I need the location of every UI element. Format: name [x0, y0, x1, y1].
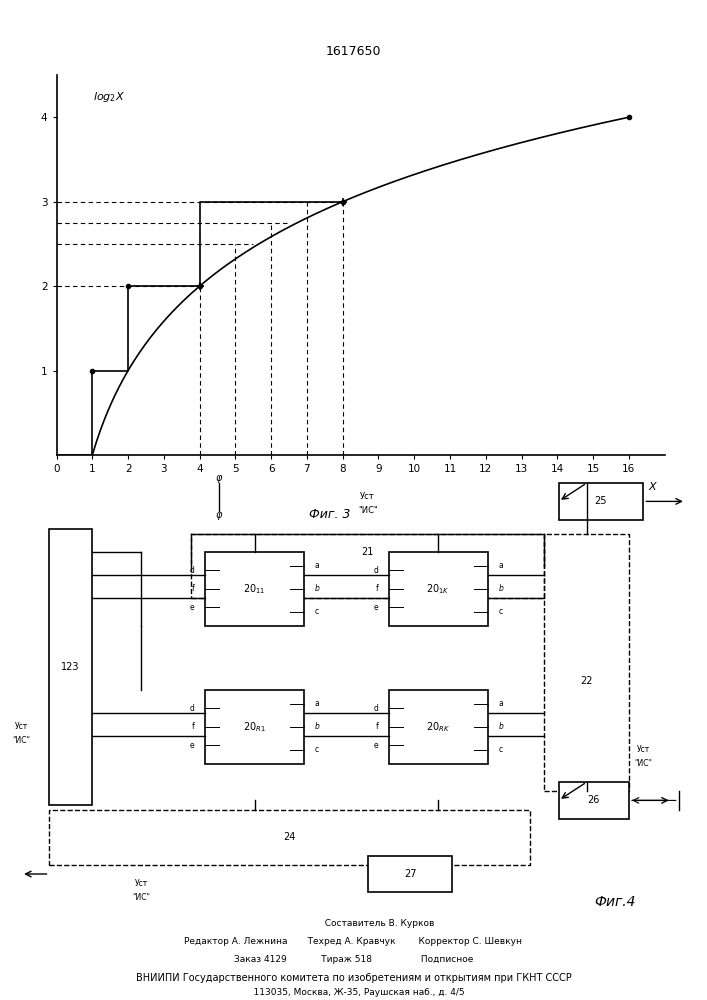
Text: 21: 21 — [361, 547, 374, 557]
Text: φ: φ — [216, 473, 223, 483]
Text: c: c — [315, 745, 319, 754]
Text: Заказ 4129            Тираж 518                 Подписное: Заказ 4129 Тираж 518 Подписное — [234, 955, 473, 964]
Bar — [389, 690, 488, 764]
Bar — [544, 534, 629, 791]
Text: "ИС": "ИС" — [634, 759, 653, 768]
Text: a: a — [498, 699, 503, 708]
Text: a: a — [315, 561, 320, 570]
Text: 1617650: 1617650 — [326, 45, 381, 58]
Text: Уст: Уст — [135, 879, 148, 888]
Text: $20_{R1}$: $20_{R1}$ — [243, 720, 266, 734]
Text: e: e — [189, 741, 194, 750]
Text: ВНИИПИ Государственного комитета по изобретениям и открытиям при ГКНТ СССР: ВНИИПИ Государственного комитета по изоб… — [136, 973, 571, 983]
Text: e: e — [373, 741, 378, 750]
Text: b: b — [315, 584, 320, 593]
Bar — [368, 856, 452, 892]
Text: Фиг.4: Фиг.4 — [595, 895, 636, 909]
Text: X: X — [648, 482, 656, 492]
Text: Редактор А. Лежнина       Техред А. Кравчук        Корректор С. Шевкун: Редактор А. Лежнина Техред А. Кравчук Ко… — [185, 937, 522, 946]
Bar — [205, 690, 304, 764]
Bar — [389, 552, 488, 626]
Text: "ИС": "ИС" — [358, 506, 378, 515]
Bar — [49, 529, 92, 805]
Text: 22: 22 — [580, 676, 593, 686]
Bar — [559, 782, 629, 819]
Text: Уст: Уст — [361, 492, 375, 501]
Text: "ИС": "ИС" — [132, 892, 151, 902]
Text: $20_{RK}$: $20_{RK}$ — [426, 720, 450, 734]
Text: 24: 24 — [284, 832, 296, 842]
Text: Фиг. 3: Фиг. 3 — [310, 508, 351, 521]
Text: c: c — [498, 745, 503, 754]
Bar — [205, 552, 304, 626]
Text: d: d — [373, 704, 378, 713]
Bar — [191, 534, 544, 598]
Text: c: c — [315, 607, 319, 616]
Text: e: e — [373, 603, 378, 612]
Text: b: b — [498, 722, 503, 731]
Text: Уст: Уст — [15, 722, 28, 731]
Text: $20_{1K}$: $20_{1K}$ — [426, 582, 450, 596]
Text: φ: φ — [216, 510, 223, 520]
Text: b: b — [315, 722, 320, 731]
Bar — [559, 483, 643, 520]
Text: d: d — [373, 566, 378, 575]
Text: c: c — [498, 607, 503, 616]
Text: 26: 26 — [588, 795, 600, 805]
Text: f: f — [192, 722, 194, 731]
Text: d: d — [189, 704, 194, 713]
Text: "ИС": "ИС" — [12, 736, 30, 745]
Text: b: b — [498, 584, 503, 593]
Text: 123: 123 — [62, 662, 80, 672]
Text: 113035, Москва, Ж-35, Раушская наб., д. 4/5: 113035, Москва, Ж-35, Раушская наб., д. … — [243, 988, 464, 997]
Text: Уст: Уст — [637, 745, 650, 754]
Text: $20_{11}$: $20_{11}$ — [243, 582, 266, 596]
Text: 25: 25 — [595, 496, 607, 506]
Text: d: d — [189, 566, 194, 575]
Bar — [49, 810, 530, 865]
Text: 27: 27 — [404, 869, 416, 879]
Text: a: a — [498, 561, 503, 570]
Text: f: f — [375, 722, 378, 731]
Text: e: e — [189, 603, 194, 612]
Text: f: f — [375, 584, 378, 593]
Text: Составитель В. Курков: Составитель В. Курков — [273, 919, 434, 928]
Text: $log_2 X$: $log_2 X$ — [93, 90, 125, 104]
Text: f: f — [192, 584, 194, 593]
Text: a: a — [315, 699, 320, 708]
